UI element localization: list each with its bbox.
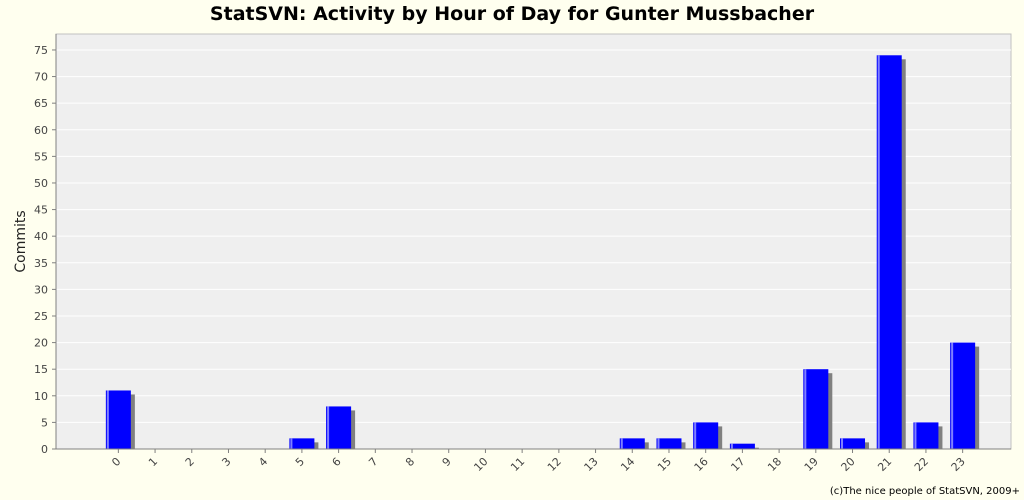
x-tick-label: 12 (545, 455, 564, 474)
x-tick-labels: 0 1 2 3 4 5 6 7 8 9 10 11 12 13 14 15 16 17 18 19 20 21 22 23 (109, 455, 967, 474)
y-tick-label: 75 (34, 44, 48, 57)
y-tick-label: 30 (34, 283, 48, 296)
chart-title: StatSVN: Activity by Hour of Day for Gun… (209, 3, 815, 25)
y-tick-label: 65 (34, 97, 48, 110)
footer-credit: (c)The nice people of StatSVN, 2009+ (829, 486, 1020, 497)
bar (729, 443, 755, 449)
x-tick-label: 16 (692, 455, 711, 474)
bar (913, 422, 939, 449)
bar (289, 438, 315, 449)
bars (105, 55, 976, 450)
bar-highlight (106, 390, 109, 449)
y-tick-label: 25 (34, 310, 48, 323)
x-tick-label: 15 (655, 455, 674, 474)
bar-highlight (841, 438, 844, 449)
x-tick-label: 19 (802, 455, 821, 474)
bar-highlight (657, 438, 660, 449)
x-tick-label: 8 (403, 455, 417, 469)
gridlines (56, 49, 1011, 423)
x-tick-label: 13 (582, 455, 601, 474)
bar (840, 438, 866, 449)
x-tick-label: 5 (293, 455, 307, 469)
x-tick-label: 0 (109, 455, 123, 469)
bar-highlight (951, 342, 954, 449)
x-tick-label: 4 (256, 455, 270, 469)
x-tick-label: 20 (839, 455, 858, 474)
x-tick-label: 2 (183, 455, 197, 469)
y-tick-label: 10 (34, 390, 48, 403)
x-tick-label: 22 (912, 455, 931, 474)
bar-highlight (730, 443, 733, 449)
bar (803, 369, 829, 449)
y-tick-label: 0 (41, 443, 48, 456)
axes (52, 34, 1011, 453)
x-tick-label: 1 (146, 455, 160, 469)
y-tick-label: 45 (34, 204, 48, 217)
y-axis-label: Commits (13, 210, 29, 272)
bar (619, 438, 645, 449)
y-tick-label: 40 (34, 230, 48, 243)
x-tick-label: 11 (508, 455, 527, 474)
y-tick-label: 70 (34, 71, 48, 84)
y-tick-label: 35 (34, 257, 48, 270)
plot-area (55, 33, 1012, 450)
bar-highlight (914, 422, 917, 449)
x-tick-label: 18 (765, 455, 784, 474)
x-tick-label: 10 (471, 455, 490, 474)
x-tick-label: 21 (875, 455, 894, 474)
y-tick-label: 5 (41, 416, 48, 429)
bar-highlight (290, 438, 293, 449)
x-tick-label: 7 (366, 455, 380, 469)
x-tick-label: 6 (330, 455, 344, 469)
x-tick-label: 17 (728, 455, 747, 474)
y-tick-label: 55 (34, 150, 48, 163)
x-tick-label: 14 (618, 455, 637, 474)
bar (950, 342, 976, 449)
y-tick-label: 50 (34, 177, 48, 190)
y-tick-label: 60 (34, 124, 48, 137)
bar-highlight (620, 438, 623, 449)
bar-highlight (877, 55, 880, 450)
bar (693, 422, 719, 449)
bar (326, 406, 352, 449)
x-tick-label: 3 (219, 455, 233, 469)
y-tick-label: 15 (34, 363, 48, 376)
x-tick-label: 9 (440, 455, 454, 469)
bar-highlight (327, 406, 330, 449)
bar-highlight (804, 369, 807, 449)
bar (105, 390, 131, 449)
bar-highlight (694, 422, 697, 449)
y-tick-label: 20 (34, 337, 48, 350)
bar (876, 55, 902, 450)
y-tick-labels: 0 5 10 15 20 25 30 35 40 45 50 55 60 65 70 75 (34, 44, 48, 456)
bar (656, 438, 682, 449)
x-tick-label: 23 (949, 455, 968, 474)
